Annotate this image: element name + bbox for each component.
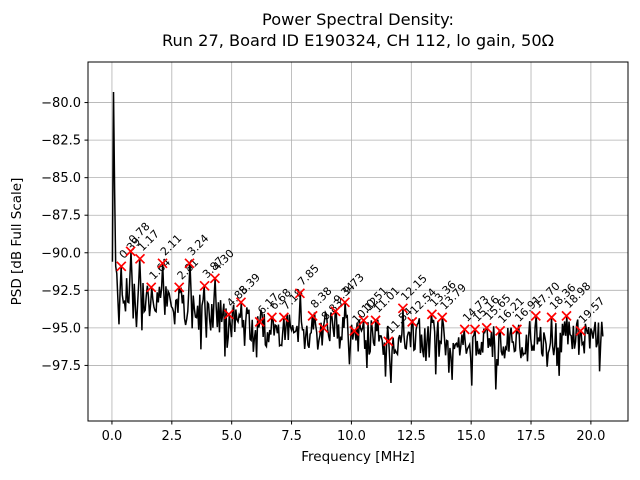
peak-marker [530,310,541,322]
peak-marker [209,273,221,284]
peak-marker [407,316,418,328]
peak-marker [330,306,341,317]
peak-annotation: 4.30 [210,247,237,274]
peak-marker [318,322,329,334]
psd-trace [111,92,604,390]
chart-title-line1: Power Spectral Density: [262,10,454,29]
y-tick-label: −82.5 [41,134,81,149]
y-tick-label: −92.5 [41,284,81,299]
x-tick-label: 12.5 [397,429,426,444]
peak-marker [575,325,586,337]
y-tick-label: −97.5 [41,359,81,374]
y-axis-label: PSD [dB Full Scale] [9,178,25,306]
y-tick-label: −90.0 [41,246,81,261]
peak-marker [358,315,369,326]
peak-marker [223,309,234,320]
peak-marker [469,324,481,335]
peak-marker [561,310,572,322]
y-tick-label: −95.0 [41,321,81,336]
peak-marker [339,297,351,308]
peak-annotation: 7.85 [295,262,322,289]
y-tick-label: −85.0 [41,171,81,186]
peak-marker [157,258,168,269]
peak-marker [437,312,448,323]
peak-marker [184,258,195,269]
x-tick-label: 15.0 [457,429,486,444]
peak-annotation: 3.24 [185,232,212,259]
peak-marker [370,315,381,326]
peak-marker [383,336,394,347]
peak-marker [426,309,438,320]
peak-annotation: 2.11 [158,232,185,259]
peak-marker [125,246,136,257]
x-tick-label: 0.0 [102,429,123,444]
y-tick-label: −87.5 [41,209,81,224]
peak-marker [459,324,470,335]
peak-marker [307,310,318,322]
peak-marker [254,316,265,328]
peak-marker [174,282,185,293]
peak-marker [134,253,146,264]
x-tick-label: 7.5 [281,429,302,444]
peak-marker [481,322,492,334]
x-tick-label: 10.0 [337,429,366,444]
y-tick-label: −80.0 [41,96,81,111]
peak-marker [116,261,127,272]
peak-annotation: 9.73 [340,271,367,298]
peak-marker [266,312,278,323]
peak-marker [511,324,523,335]
x-tick-label: 5.0 [221,429,242,444]
peak-annotation: 5.39 [236,271,263,298]
peak-marker [397,303,409,314]
x-tick-label: 17.5 [517,429,546,444]
peak-marker [494,325,506,337]
x-tick-label: 2.5 [161,429,182,444]
peak-marker [278,312,290,323]
x-tick-label: 20.0 [576,429,605,444]
plot-area: 0.0 2.5 5.0 7.5 10.0 12.5 15.0 17.5 20.0 −80.0 −82… [41,61,629,444]
axes-border [87,61,629,422]
x-axis-label: Frequency [MHz] [301,449,414,465]
chart-title-line2: Run 27, Board ID E190324, CH 112, lo gai… [162,31,554,50]
peak-marker [294,288,306,299]
peak-marker [546,312,557,323]
peak-annotation: 2.81 [175,256,202,283]
peak-marker [146,282,157,293]
peak-marker [199,280,210,291]
peak-marker [235,297,247,308]
peak-marker [349,325,360,337]
